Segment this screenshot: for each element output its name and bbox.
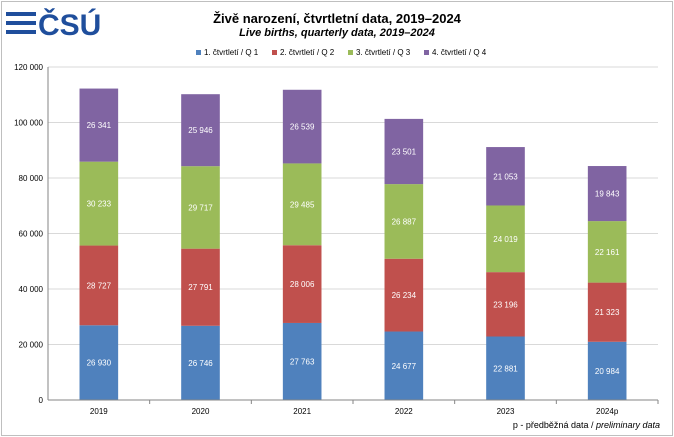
bar-segment-q4 xyxy=(282,89,322,164)
data-label: 27 763 xyxy=(290,357,315,366)
data-label: 21 323 xyxy=(595,308,620,317)
csu-logo: ČSÚ xyxy=(6,8,101,40)
bar-segment-q2 xyxy=(181,248,220,326)
bar-segment-q2 xyxy=(587,282,627,342)
data-label: 28 006 xyxy=(290,280,315,289)
logo-stripe xyxy=(6,12,36,16)
data-label: 26 746 xyxy=(188,359,213,368)
bar-segment-q2 xyxy=(79,245,119,326)
x-tick-label: 2019 xyxy=(90,407,108,416)
x-tick-label: 2022 xyxy=(395,407,413,416)
data-label: 20 984 xyxy=(595,367,620,376)
data-label: 25 946 xyxy=(188,126,213,135)
bar-segment-q3 xyxy=(79,161,119,246)
data-label: 24 677 xyxy=(392,362,417,371)
bar-segment-q2 xyxy=(384,258,424,332)
bar-segment-q3 xyxy=(181,166,220,249)
bar-segment-q3 xyxy=(384,184,424,259)
bar-segment-q3 xyxy=(486,205,525,273)
legend-swatch-q3 xyxy=(348,50,353,55)
data-label: 26 341 xyxy=(87,121,112,130)
preliminary-note: p - předběžná data / preliminary data xyxy=(513,420,660,430)
data-label: 23 196 xyxy=(493,300,518,309)
bar-segment-q4 xyxy=(384,118,424,185)
bar-segment-q1 xyxy=(384,331,424,400)
data-label: 26 887 xyxy=(392,217,417,226)
data-label: 26 234 xyxy=(392,291,417,300)
bar-segment-q3 xyxy=(587,221,627,283)
data-label: 24 019 xyxy=(493,235,518,244)
note-prefix: p - předběžná data / xyxy=(512,420,596,430)
bar-segment-q2 xyxy=(486,272,525,337)
bar-segment-q1 xyxy=(282,322,322,400)
x-tick-label: 2023 xyxy=(497,407,515,416)
data-label: 23 501 xyxy=(392,148,417,157)
y-tick-label: 40 000 xyxy=(19,285,44,294)
data-label: 26 930 xyxy=(87,359,112,368)
y-tick-label: 100 000 xyxy=(14,119,43,128)
y-tick-label: 20 000 xyxy=(19,341,44,350)
logo-text: ČSÚ xyxy=(38,8,101,40)
data-label: 19 843 xyxy=(595,190,620,199)
x-tick-label: 2021 xyxy=(293,407,311,416)
bar-segment-q1 xyxy=(486,336,525,400)
y-tick-label: 60 000 xyxy=(19,230,44,239)
legend-label-q1: 1. čtvrtletí / Q 1 xyxy=(204,48,259,57)
legend-swatch-q1 xyxy=(196,50,201,55)
legend-swatch-q2 xyxy=(272,50,277,55)
bar-segment-q1 xyxy=(181,325,220,400)
data-label: 22 881 xyxy=(493,364,518,373)
data-label: 27 791 xyxy=(188,283,213,292)
y-tick-label: 80 000 xyxy=(19,174,44,183)
y-tick-label: 120 000 xyxy=(14,63,43,72)
logo-stripe xyxy=(6,30,36,34)
x-tick-label: 2024p xyxy=(596,407,619,416)
bar-segment-q4 xyxy=(181,94,220,167)
bar-segment-q2 xyxy=(282,245,322,323)
legend-label-q4: 4. čtvrtletí / Q 4 xyxy=(432,48,487,57)
legend-label-q2: 2. čtvrtletí / Q 2 xyxy=(280,48,335,57)
bar-segment-q4 xyxy=(587,166,627,222)
data-label: 30 233 xyxy=(87,200,112,209)
chart-title: Živě narození, čtvrtletní data, 2019–202… xyxy=(213,11,461,26)
data-label: 28 727 xyxy=(87,281,112,290)
y-tick-label: 0 xyxy=(39,396,44,405)
data-label: 26 539 xyxy=(290,123,315,132)
legend-label-q3: 3. čtvrtletí / Q 3 xyxy=(356,48,411,57)
data-label: 29 485 xyxy=(290,200,315,209)
bar-segment-q4 xyxy=(486,147,525,206)
data-label: 29 717 xyxy=(188,203,213,212)
legend-swatch-q4 xyxy=(424,50,429,55)
data-label: 22 161 xyxy=(595,248,620,257)
note-italic: preliminary data xyxy=(595,420,660,430)
chart-subtitle: Live births, quarterly data, 2019–2024 xyxy=(239,27,435,39)
bar-segment-q1 xyxy=(587,341,627,400)
x-tick-label: 2020 xyxy=(192,407,210,416)
bar-segment-q1 xyxy=(79,325,119,400)
bar-segment-q4 xyxy=(79,88,119,162)
logo-stripe xyxy=(6,21,36,25)
bar-segment-q3 xyxy=(282,163,322,246)
data-label: 21 053 xyxy=(493,172,518,181)
